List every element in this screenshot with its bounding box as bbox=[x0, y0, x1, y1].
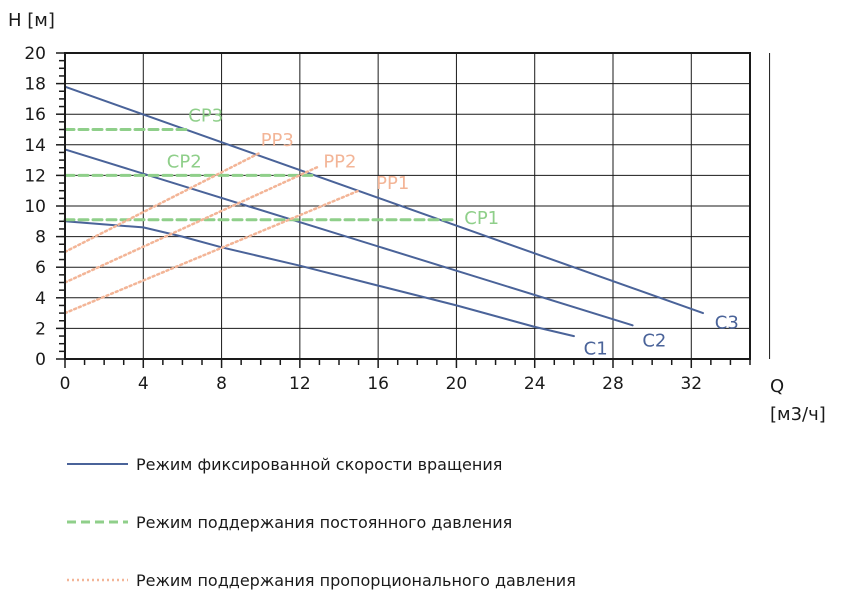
series-label-pp3: PP3 bbox=[261, 130, 294, 151]
x-tick-label: 32 bbox=[680, 374, 702, 394]
series-label-cp3: CP3 bbox=[188, 106, 223, 127]
x-tick-label: 20 bbox=[446, 374, 468, 394]
series-label-cp2: CP2 bbox=[167, 152, 202, 173]
series-line-pp2 bbox=[63, 164, 321, 284]
y-tick-label: 14 bbox=[24, 136, 46, 156]
y-tick-label: 6 bbox=[35, 258, 46, 278]
y-axis-title: H [м] bbox=[8, 10, 55, 31]
chart-series bbox=[63, 85, 704, 338]
series-label-c3: C3 bbox=[715, 312, 739, 333]
series-label-pp2: PP2 bbox=[323, 152, 356, 173]
series-line-pp1 bbox=[63, 189, 360, 315]
x-tick-label: 24 bbox=[524, 374, 546, 394]
y-tick-label: 4 bbox=[35, 289, 46, 309]
series-label-pp1: PP1 bbox=[376, 173, 409, 194]
y-tick-label: 10 bbox=[24, 197, 46, 217]
y-tick-label: 8 bbox=[35, 228, 46, 248]
legend-label-constant: Режим поддержания постоянного давления bbox=[136, 513, 512, 532]
x-tick-label: 12 bbox=[289, 374, 311, 394]
y-tick-label: 2 bbox=[35, 319, 46, 339]
series-line-c2 bbox=[64, 148, 634, 327]
series-labels: C1 C2 C3 CP1 CP2 CP3 PP1 PP2 PP3 bbox=[167, 106, 739, 360]
y-tick-label: 20 bbox=[24, 44, 46, 64]
axis-ticks bbox=[56, 52, 751, 368]
series-label-c1: C1 bbox=[584, 338, 608, 359]
x-tick-label: 4 bbox=[138, 374, 149, 394]
y-tick-label: 16 bbox=[24, 105, 46, 125]
series-label-c2: C2 bbox=[642, 331, 666, 352]
x-axis-unit: [м3/ч] bbox=[770, 404, 826, 425]
chart-grid bbox=[65, 53, 771, 359]
legend-label-proportional: Режим поддержания пропорционального давл… bbox=[136, 571, 576, 590]
series-line-pp3 bbox=[63, 151, 262, 254]
x-axis-title: Q bbox=[770, 376, 784, 397]
legend-label-fixed: Режим фиксированной скорости вращения bbox=[136, 455, 502, 474]
x-tick-label: 28 bbox=[602, 374, 624, 394]
y-tick-label: 0 bbox=[35, 350, 46, 370]
series-label-cp1: CP1 bbox=[464, 208, 499, 229]
y-tick-label: 12 bbox=[24, 166, 46, 186]
x-tick-label: 16 bbox=[367, 374, 389, 394]
y-tick-label: 18 bbox=[24, 75, 46, 95]
series-line-c1 bbox=[64, 220, 575, 338]
x-tick-label: 8 bbox=[216, 374, 227, 394]
x-tick-label: 0 bbox=[60, 374, 71, 394]
series-line-c3 bbox=[64, 85, 704, 315]
chart-legend: Режим фиксированной скорости вращения Реж… bbox=[67, 455, 576, 590]
